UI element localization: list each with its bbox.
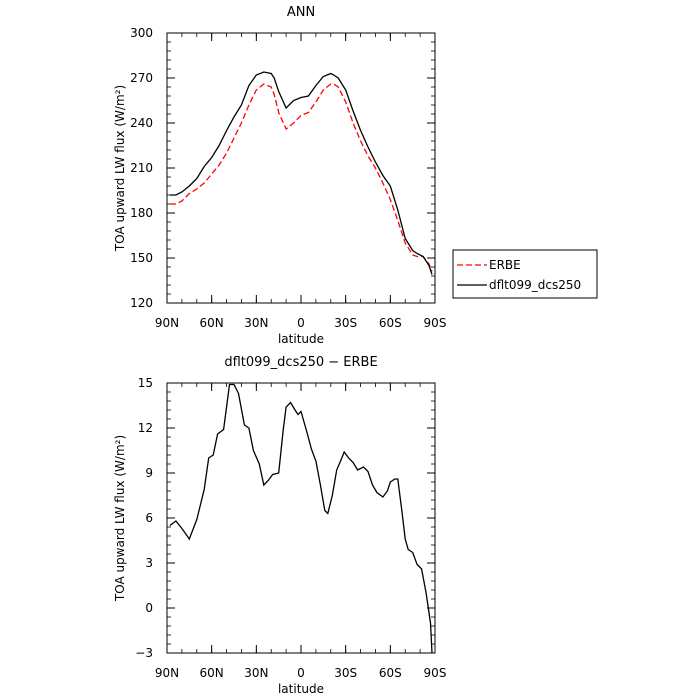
y-tick-label: 3 bbox=[145, 556, 153, 570]
x-axis-label: latitude bbox=[278, 682, 324, 696]
x-tick-label: 30S bbox=[334, 666, 357, 680]
series-line-difference bbox=[169, 383, 433, 654]
x-tick-label: 0 bbox=[297, 666, 305, 680]
chart-title: ANN bbox=[287, 5, 315, 20]
x-tick-label: 90N bbox=[155, 666, 179, 680]
y-axis-label: TOA upward LW flux (W/m²) bbox=[113, 85, 127, 252]
y-tick-label: −3 bbox=[135, 646, 153, 660]
series-line-dflt099-dcs250 bbox=[170, 71, 433, 275]
y-tick-label: 240 bbox=[130, 116, 153, 130]
y-tick-label: 6 bbox=[145, 511, 153, 525]
x-tick-label: 60N bbox=[200, 666, 224, 680]
x-tick-label: 60N bbox=[200, 316, 224, 330]
x-tick-label: 90S bbox=[424, 316, 447, 330]
y-axis-label: TOA upward LW flux (W/m²) bbox=[113, 435, 127, 602]
y-tick-label: 9 bbox=[145, 466, 153, 480]
legend-entry-label: ERBE bbox=[489, 258, 521, 272]
x-tick-label: 30S bbox=[334, 316, 357, 330]
x-tick-label: 30N bbox=[244, 316, 268, 330]
y-tick-label: 0 bbox=[145, 601, 153, 615]
x-tick-label: 60S bbox=[379, 666, 402, 680]
series-line-erbe bbox=[170, 83, 433, 272]
legend-entry-label: dflt099_dcs250 bbox=[489, 278, 581, 292]
plot-frame bbox=[166, 32, 436, 304]
y-tick-label: 15 bbox=[138, 376, 153, 390]
chart-title: dflt099_dcs250 − ERBE bbox=[224, 355, 377, 370]
x-tick-label: 30N bbox=[244, 666, 268, 680]
x-axis-label: latitude bbox=[278, 332, 324, 346]
y-tick-label: 12 bbox=[138, 421, 153, 435]
top-panel-annual-flux: 90N 60N 30N 0 30S 60S 90S 120 150 180 210 240 270 300… bbox=[113, 5, 598, 346]
y-tick-label: 210 bbox=[130, 161, 153, 175]
legend-box bbox=[452, 249, 598, 299]
y-tick-label: 270 bbox=[130, 71, 153, 85]
plot-frame bbox=[166, 382, 436, 654]
bottom-panel-flux-difference: 90N 60N 30N 0 30S 60S 90S −3 0 3 6 9 12 15 dflt099_dcs… bbox=[113, 355, 446, 696]
y-tick-label: 180 bbox=[130, 206, 153, 220]
legend: ERBE dflt099_dcs250 bbox=[452, 249, 598, 299]
y-tick-label: 300 bbox=[130, 26, 153, 40]
x-tick-label: 90S bbox=[424, 666, 447, 680]
x-tick-label: 90N bbox=[155, 316, 179, 330]
y-tick-label: 120 bbox=[130, 296, 153, 310]
x-tick-label: 60S bbox=[379, 316, 402, 330]
y-tick-label: 150 bbox=[130, 251, 153, 265]
x-tick-label: 0 bbox=[297, 316, 305, 330]
